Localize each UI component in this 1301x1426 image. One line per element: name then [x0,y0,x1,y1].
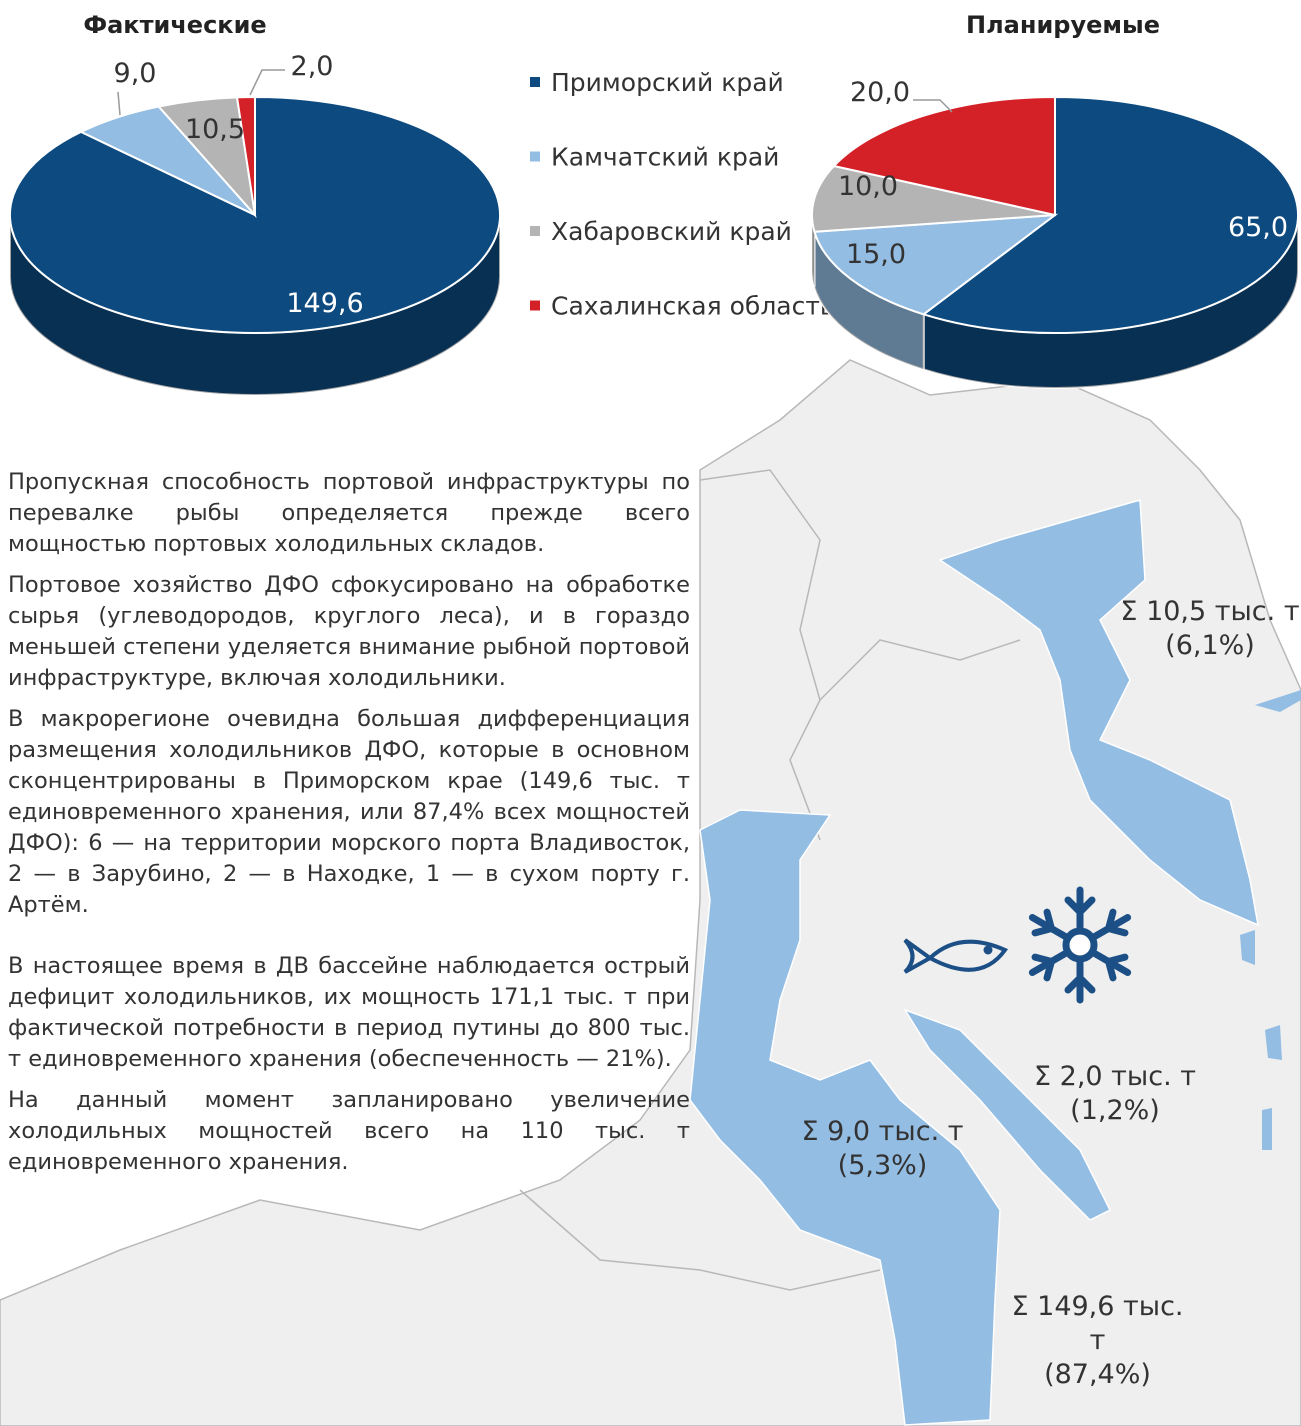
map-sum: Σ 10,5 тыс. т [1120,596,1300,627]
border [819,639,1021,701]
island [1255,690,1301,712]
pie-slice [813,213,1059,316]
data-label: 65,0 [1228,212,1288,243]
region [938,499,1259,927]
data-label: 10,5 [185,114,245,145]
chart-title: Планируемые [966,11,1160,39]
snowflake-icon [1028,886,1132,1004]
pie-side-shade [814,231,924,370]
pie-slice [921,95,1299,334]
paragraph: На данный момент запланировано увеличени… [8,1087,690,1175]
map-share: (1,2%) [1070,1095,1160,1126]
paragraph: В настоящее время в ДВ бассейне наблюдае… [8,953,690,1072]
data-label: 20,0 [850,77,910,108]
charts: Приморский край Камчатский край Хабаровски… [9,11,1299,396]
border [699,469,821,841]
map-sum: Σ 2,0 тыс. т [1034,1061,1196,1092]
legend-swatch [530,226,540,236]
map-label: Σ 2,0 тыс. т (1,2%) [1020,1060,1210,1128]
map [0,359,1301,1426]
map-share: (5,3%) [837,1150,928,1181]
pie-slice [9,95,501,334]
map-sum: Σ 9,0 тыс. т [801,1116,964,1147]
map-label: Σ 149,6 тыс. т (87,4%) [1000,1290,1195,1392]
map-share: (6,1%) [1165,630,1255,661]
chart-title: Фактические [83,11,266,39]
data-label: 10,0 [838,171,898,202]
legend-label: Приморский край [551,68,784,97]
data-label: 149,6 [286,288,363,319]
leader-line [913,99,953,113]
paragraph: Портовое хозяйство ДФО сфокусировано на … [8,572,690,691]
text-block: Пропускная способность портовой инфрастр… [8,467,690,1188]
legend-label: Хабаровский край [551,217,792,246]
legend-swatch [530,151,540,162]
fish-icon [903,938,1009,974]
legend-label: Камчатский край [551,143,779,172]
map-share: (87,4%) [1044,1359,1151,1390]
leader-line [117,91,121,116]
border [519,1189,881,1291]
map-sum: Σ 149,6 тыс. т [1011,1291,1184,1356]
pie-slice [832,95,1056,217]
paragraph: Пропускная способность портовой инфрастр… [8,469,690,557]
island [1240,930,1255,965]
leader-line [249,69,285,96]
region [903,1008,1112,1221]
legend-label: Сахалинская область [551,292,835,321]
data-label: 15,0 [846,239,906,270]
pie-slice [235,95,256,216]
region [689,809,1001,1426]
legend-swatch [530,300,540,311]
land [0,359,1301,1426]
pie-side-shade [923,215,1298,388]
map-label: Σ 10,5 тыс. т (6,1%) [1110,595,1301,663]
data-label: 2,0 [291,51,334,82]
island [1265,1025,1282,1060]
pie-side-shade [10,215,500,395]
legend-swatch [530,77,540,87]
pie-slice [811,164,1056,233]
paragraph: В макрорегионе очевидна большая дифферен… [8,706,690,918]
map-label: Σ 9,0 тыс. т (5,3%) [790,1115,975,1183]
data-label: 9,0 [114,58,157,89]
island [1262,1108,1272,1150]
